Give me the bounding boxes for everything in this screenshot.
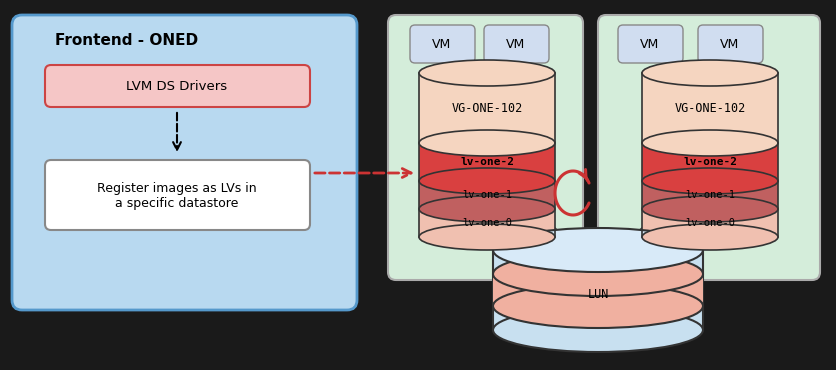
Text: lv-one-1: lv-one-1 xyxy=(462,190,512,200)
Text: VM: VM xyxy=(432,37,451,50)
Polygon shape xyxy=(419,73,555,143)
Polygon shape xyxy=(419,209,555,237)
Polygon shape xyxy=(642,73,778,143)
Text: LUN: LUN xyxy=(588,289,609,302)
Polygon shape xyxy=(642,181,778,209)
Text: lv-one-2: lv-one-2 xyxy=(683,157,737,167)
FancyBboxPatch shape xyxy=(410,25,475,63)
Text: lv-one-2: lv-one-2 xyxy=(460,157,514,167)
FancyBboxPatch shape xyxy=(484,25,549,63)
FancyBboxPatch shape xyxy=(388,15,583,280)
Text: Register images as LVs in
a specific datastore: Register images as LVs in a specific dat… xyxy=(97,182,257,210)
Ellipse shape xyxy=(419,60,555,86)
FancyBboxPatch shape xyxy=(12,15,357,310)
Text: VM: VM xyxy=(721,37,740,50)
Polygon shape xyxy=(419,73,555,237)
Text: VM: VM xyxy=(507,37,526,50)
Ellipse shape xyxy=(419,168,555,194)
Ellipse shape xyxy=(642,196,778,222)
Polygon shape xyxy=(419,181,555,209)
Ellipse shape xyxy=(419,130,555,156)
FancyBboxPatch shape xyxy=(45,65,310,107)
FancyBboxPatch shape xyxy=(618,25,683,63)
Text: VG-ONE-102: VG-ONE-102 xyxy=(451,101,522,114)
Text: lv-one-1: lv-one-1 xyxy=(685,190,735,200)
Text: LVM DS Drivers: LVM DS Drivers xyxy=(126,80,227,92)
Polygon shape xyxy=(642,209,778,237)
Ellipse shape xyxy=(493,228,703,272)
Ellipse shape xyxy=(642,60,778,86)
Polygon shape xyxy=(419,143,555,181)
Polygon shape xyxy=(493,250,703,330)
Ellipse shape xyxy=(642,168,778,194)
FancyBboxPatch shape xyxy=(45,160,310,230)
Ellipse shape xyxy=(493,308,703,352)
Ellipse shape xyxy=(642,130,778,156)
Text: Frontend - ONED: Frontend - ONED xyxy=(55,33,198,47)
Ellipse shape xyxy=(493,252,703,296)
Polygon shape xyxy=(642,143,778,181)
Polygon shape xyxy=(642,73,778,237)
Ellipse shape xyxy=(642,224,778,250)
Ellipse shape xyxy=(419,224,555,250)
Text: lv-one-0: lv-one-0 xyxy=(462,218,512,228)
Text: VM: VM xyxy=(640,37,660,50)
Ellipse shape xyxy=(493,284,703,328)
Text: VG-ONE-102: VG-ONE-102 xyxy=(675,101,746,114)
FancyBboxPatch shape xyxy=(698,25,763,63)
Ellipse shape xyxy=(419,196,555,222)
Text: lv-one-0: lv-one-0 xyxy=(685,218,735,228)
FancyBboxPatch shape xyxy=(598,15,820,280)
Polygon shape xyxy=(493,274,703,306)
